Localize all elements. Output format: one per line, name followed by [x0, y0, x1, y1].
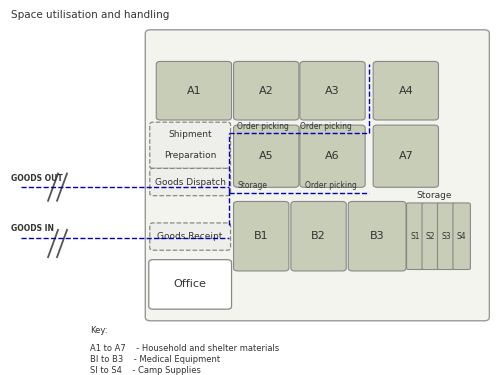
Text: S2: S2	[426, 232, 436, 241]
Text: Order picking: Order picking	[306, 182, 357, 190]
Text: SI to S4    - Camp Supplies: SI to S4 - Camp Supplies	[90, 366, 202, 375]
FancyBboxPatch shape	[422, 203, 440, 270]
Text: S1: S1	[410, 232, 420, 241]
Text: Office: Office	[174, 279, 206, 290]
FancyBboxPatch shape	[300, 62, 365, 120]
FancyBboxPatch shape	[453, 203, 470, 270]
FancyBboxPatch shape	[234, 62, 299, 120]
FancyBboxPatch shape	[300, 125, 365, 187]
Text: Storage: Storage	[238, 182, 268, 190]
FancyBboxPatch shape	[156, 62, 232, 120]
FancyBboxPatch shape	[150, 168, 230, 196]
FancyBboxPatch shape	[146, 30, 490, 321]
Text: Goods Dispatch: Goods Dispatch	[154, 177, 226, 186]
Text: Order picking: Order picking	[300, 122, 352, 131]
FancyBboxPatch shape	[406, 203, 424, 270]
Text: Space utilisation and handling: Space utilisation and handling	[10, 10, 169, 20]
Text: S4: S4	[457, 232, 466, 241]
Text: A1: A1	[186, 86, 201, 96]
FancyBboxPatch shape	[348, 201, 406, 271]
Text: B3: B3	[370, 231, 384, 241]
FancyBboxPatch shape	[234, 201, 289, 271]
Text: GOODS OUT: GOODS OUT	[10, 174, 62, 183]
Text: GOODS IN: GOODS IN	[10, 224, 54, 233]
FancyBboxPatch shape	[373, 62, 438, 120]
Text: Order picking: Order picking	[237, 122, 289, 131]
Text: A6: A6	[325, 151, 340, 161]
Text: A1 to A7    - Household and shelter materials: A1 to A7 - Household and shelter materia…	[90, 344, 280, 353]
FancyBboxPatch shape	[373, 125, 438, 187]
Text: Key:: Key:	[90, 326, 108, 335]
Text: Shipment

Preparation: Shipment Preparation	[164, 130, 216, 160]
FancyBboxPatch shape	[438, 203, 455, 270]
Text: S3: S3	[442, 232, 451, 241]
Text: A5: A5	[259, 151, 274, 161]
FancyBboxPatch shape	[149, 260, 232, 309]
FancyBboxPatch shape	[150, 122, 230, 168]
FancyBboxPatch shape	[150, 223, 230, 250]
FancyBboxPatch shape	[234, 125, 299, 187]
Text: B1: B1	[254, 231, 268, 241]
Text: Storage: Storage	[416, 191, 452, 200]
FancyBboxPatch shape	[291, 201, 346, 271]
Text: A2: A2	[259, 86, 274, 96]
Text: Goods Receipt: Goods Receipt	[158, 232, 223, 241]
Text: BI to B3    - Medical Equipment: BI to B3 - Medical Equipment	[90, 355, 220, 364]
Text: A4: A4	[398, 86, 413, 96]
Text: A7: A7	[398, 151, 413, 161]
Text: A3: A3	[325, 86, 340, 96]
Text: B2: B2	[311, 231, 326, 241]
